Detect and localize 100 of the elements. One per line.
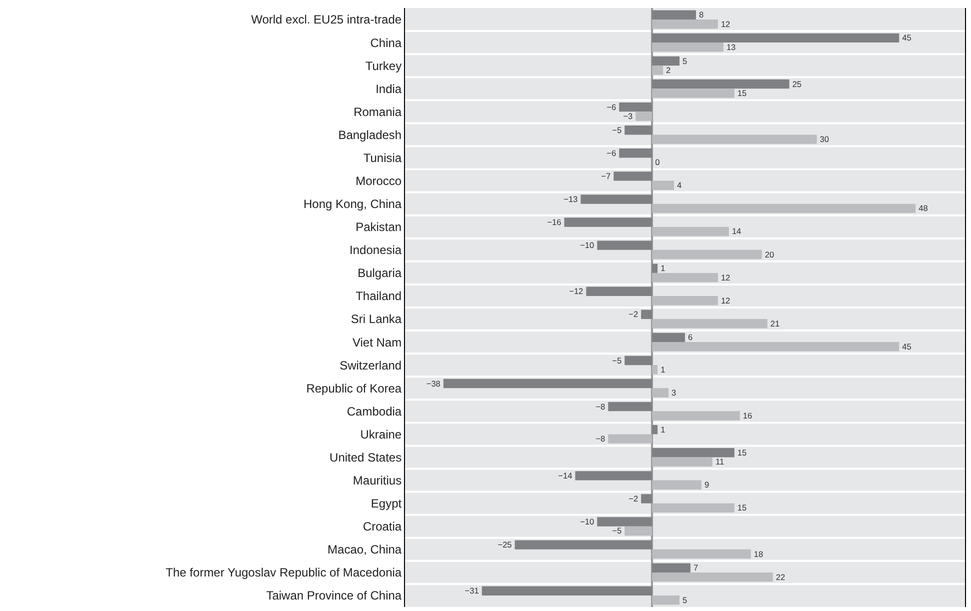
y-tick-label: Morocco [356, 174, 402, 188]
bar [641, 494, 652, 504]
data-label: 21 [770, 319, 780, 328]
y-tick-label: World excl. EU25 intra-trade [251, 12, 402, 27]
bar [652, 296, 718, 306]
data-label: −14 [558, 470, 573, 480]
data-label: −13 [564, 194, 578, 204]
data-label: 20 [764, 249, 774, 260]
bar [619, 148, 652, 158]
bar [652, 272, 718, 282]
data-label: 16 [742, 410, 753, 421]
data-label: 15 [737, 88, 748, 98]
y-tick-label: Republic of Korea [306, 381, 402, 396]
bar [652, 332, 685, 342]
data-label: 1 [660, 425, 666, 434]
data-label: 5 [682, 56, 688, 66]
data-label: 12 [720, 272, 731, 282]
y-tick-label: Thailand [356, 289, 402, 304]
y-tick-label: Macao, China [328, 542, 402, 557]
data-label: 48 [918, 204, 928, 214]
bar [652, 250, 762, 260]
y-tick-label: Tunisia [363, 150, 402, 165]
data-label: −25 [498, 540, 512, 550]
data-label: 15 [737, 504, 748, 513]
bar [652, 66, 664, 75]
bar [597, 240, 652, 250]
data-label: −5 [612, 355, 622, 366]
y-tick-label: Indonesia [350, 243, 402, 258]
bar [597, 517, 652, 526]
data-label: 0 [655, 157, 660, 168]
y-tick-label: Pakistan [356, 220, 402, 234]
y-tick-label: Cambodia [346, 404, 402, 418]
data-label: 13 [726, 42, 736, 52]
data-label: 9 [704, 480, 710, 490]
bar [641, 310, 652, 320]
data-label: −16 [547, 217, 562, 228]
data-label: −8 [596, 402, 606, 412]
y-tick-label: United States [330, 450, 402, 464]
bar [652, 42, 724, 52]
data-label: −7 [601, 170, 612, 181]
y-tick-label: China [370, 36, 402, 50]
y-tick-label: Bulgaria [358, 266, 402, 280]
data-label: 3 [672, 388, 677, 398]
bar [652, 595, 680, 605]
y-tick-label: Bangladesh [338, 128, 402, 142]
y-tick-label: Romania [354, 104, 402, 119]
y-tick-label: Sri Lanka [350, 312, 402, 326]
bar [652, 480, 702, 490]
bar [482, 586, 652, 596]
y-tick-label: Turkey [365, 58, 402, 73]
bar [652, 549, 751, 559]
bar [614, 172, 652, 181]
bar [652, 180, 674, 190]
bar [652, 56, 680, 66]
data-label: 12 [720, 20, 731, 29]
bar [652, 425, 658, 434]
bar [652, 448, 734, 458]
bar [514, 540, 652, 550]
y-tick-label: The former Yugoslav Republic of Macedonia [166, 566, 402, 580]
data-label: 6 [688, 332, 694, 342]
data-label: −12 [569, 287, 584, 296]
y-tick-label: Viet Nam [352, 335, 402, 350]
data-label: 22 [776, 572, 786, 582]
data-label: 1 [660, 365, 666, 374]
y-tick-label: Switzerland [340, 358, 402, 372]
y-tick-label: Egypt [370, 496, 402, 511]
data-label: −3 [623, 111, 633, 122]
data-label: −5 [612, 526, 622, 536]
bar [564, 218, 652, 227]
bar [652, 10, 696, 20]
bar [652, 264, 658, 273]
bar [652, 457, 712, 466]
data-label: 30 [820, 134, 830, 144]
data-label: 1 [660, 264, 666, 274]
bar [608, 434, 652, 444]
bar [652, 88, 734, 98]
bar [652, 365, 658, 374]
bar [619, 102, 652, 112]
bar [652, 503, 734, 513]
bar [652, 572, 773, 582]
data-label: 45 [902, 342, 912, 352]
bar [580, 194, 652, 204]
data-label: −10 [580, 241, 595, 250]
bar [624, 526, 652, 536]
data-label: 4 [677, 181, 682, 190]
bar [652, 33, 900, 43]
data-label: −6 [606, 102, 616, 112]
bar [652, 204, 916, 214]
data-label: 18 [754, 548, 764, 559]
data-label: 25 [792, 80, 802, 89]
y-tick-label: Ukraine [360, 427, 402, 442]
bar [586, 286, 652, 296]
bar [652, 319, 768, 328]
data-label: −8 [596, 434, 606, 444]
y-tick-label: Croatia [362, 520, 402, 534]
data-label: 5 [682, 594, 688, 605]
bar [652, 563, 690, 572]
data-label: 14 [732, 227, 742, 236]
bar [608, 402, 652, 412]
bar [652, 388, 669, 398]
